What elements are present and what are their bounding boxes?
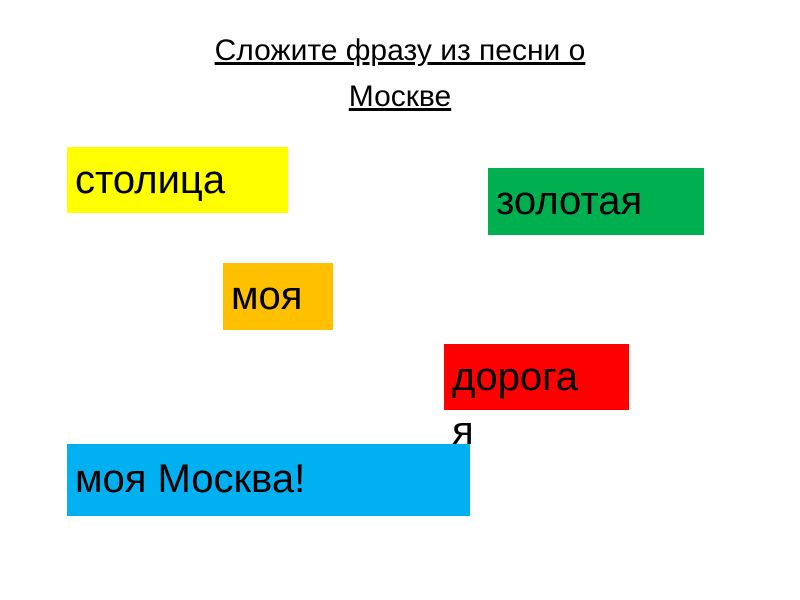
title-line-2: Москве — [348, 80, 452, 113]
word-card-stolitsa[interactable]: столица — [67, 147, 288, 213]
word-card-label: моя — [231, 274, 303, 318]
word-card-label: моя Москва! — [75, 457, 306, 501]
word-card-label: дорога — [452, 355, 579, 399]
word-card-overflow-text: я — [452, 409, 474, 453]
word-card-moya-moskva[interactable]: моя Москва! — [67, 444, 470, 516]
word-card-label: столица — [75, 158, 226, 202]
word-card-label: золотая — [496, 179, 643, 223]
title-line-1: Сложите фразу из песни о — [214, 34, 586, 67]
word-card-dorogaya[interactable]: дорога — [444, 344, 629, 410]
slide-title: Сложите фразу из песни о Москве — [100, 28, 700, 120]
word-card-zolotaya[interactable]: золотая — [488, 168, 704, 235]
word-card-moya[interactable]: моя — [223, 263, 333, 330]
